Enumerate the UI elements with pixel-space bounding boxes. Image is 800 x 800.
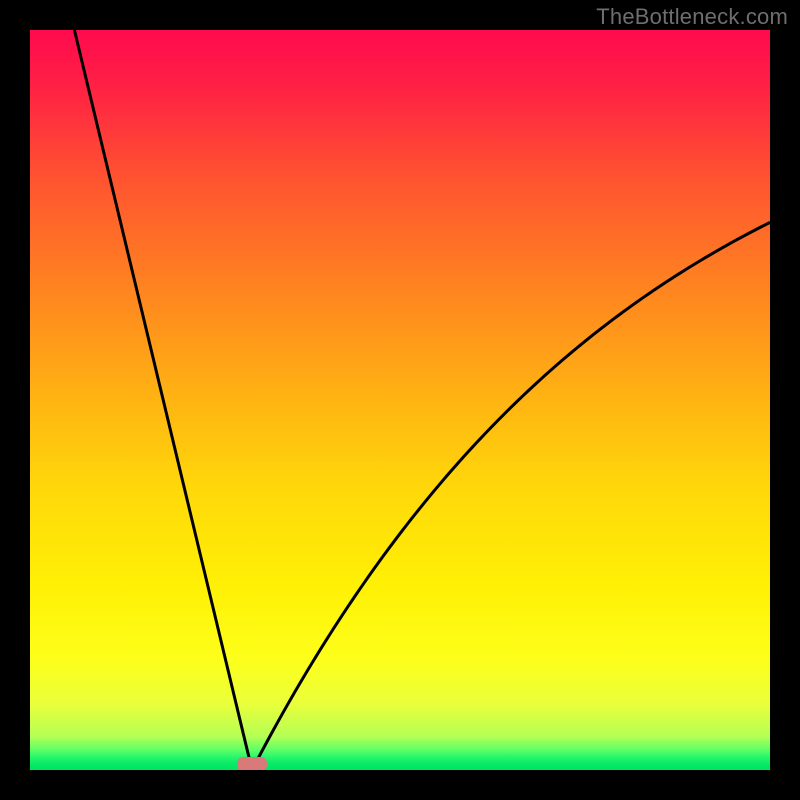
- chart-stage: TheBottleneck.com: [0, 0, 800, 800]
- watermark-label: TheBottleneck.com: [596, 4, 788, 30]
- optimal-point-marker: [237, 757, 267, 770]
- bottleneck-curve: [30, 30, 770, 770]
- bottleneck-chart: [30, 30, 770, 770]
